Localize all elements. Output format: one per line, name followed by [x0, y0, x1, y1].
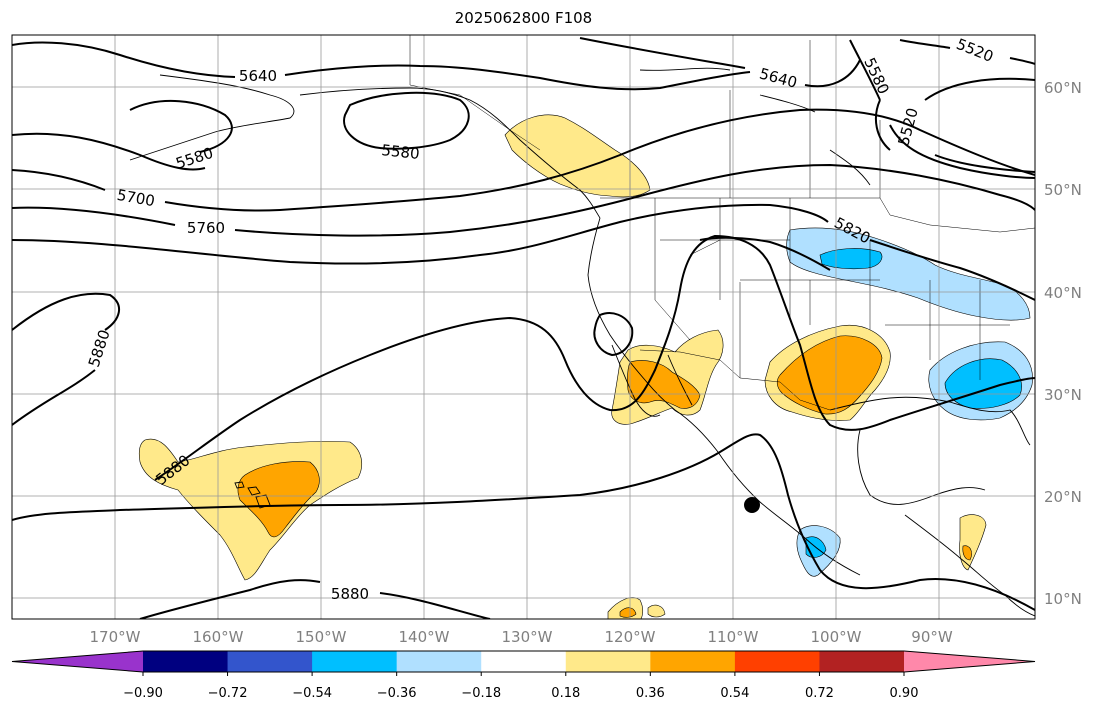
contour-5580-ne: [849, 39, 1035, 179]
colorbar-extend-low: [12, 651, 143, 672]
colorbar-tick-label: −0.18: [461, 686, 501, 701]
lon-tick-label: 130°W: [502, 628, 553, 646]
border-alaska-canada: [409, 35, 541, 151]
contour-5820-loop: [699, 236, 831, 271]
coastline-centralamerica: [904, 514, 1035, 617]
lat-tick-label: 40°N: [1044, 284, 1082, 302]
coastlines: [129, 67, 1035, 617]
contour-5880-south: [12, 433, 1035, 611]
colorbar-tick-label: −0.90: [123, 686, 163, 701]
lon-tick-label: 160°W: [193, 628, 244, 646]
contour-5520-low: [874, 77, 1035, 173]
contour-5820: [12, 203, 1035, 301]
contour-label-group: 5640 5580 5580 5700 5760 5880 5880 5880 …: [85, 35, 996, 603]
colorbar-segment: [565, 651, 651, 672]
graticule: [12, 35, 1035, 619]
anomaly-orange-hawaii: [237, 461, 320, 538]
contour-5880-bottom: [139, 579, 491, 619]
colorbar: [11, 650, 1036, 673]
contour-5700: [12, 108, 1035, 212]
colorbar-tick-label: 0.36: [636, 686, 665, 701]
lon-tick-label: 120°W: [605, 628, 656, 646]
colorbar-ticks: −0.90 −0.72 −0.54 −0.36 −0.18 0.18 0.36 0.54 0.7…: [123, 672, 918, 701]
contour-5880-main: [154, 234, 1035, 481]
colorbar-tick-label: −0.72: [208, 686, 248, 701]
colorbar-segment: [143, 651, 229, 672]
lon-tick-label: 90°W: [911, 628, 953, 646]
contour-label-5580-b: 5580: [381, 141, 421, 163]
contour-label-5640-a: 5640: [239, 67, 277, 85]
lat-tick-label: 60°N: [1044, 79, 1082, 97]
colorbar-segment: [312, 651, 398, 672]
map-frame: [11, 34, 1036, 620]
coastline-baja: [611, 344, 693, 417]
colorbar-segment: [396, 651, 482, 672]
contour-low-alaska: [129, 100, 233, 153]
lat-tick-label: 10°N: [1044, 590, 1082, 608]
lon-tick-label: 110°W: [708, 628, 759, 646]
point-marker: [744, 497, 760, 513]
coastline-alaska: [129, 74, 601, 219]
lon-tick-label: 100°W: [811, 628, 862, 646]
contour-5640-northeast: [579, 37, 861, 88]
colorbar-extend-high: [904, 651, 1035, 672]
lat-tick-label: 30°N: [1044, 386, 1082, 404]
colorbar-segment: [650, 651, 736, 672]
contour-5640-north: [12, 41, 751, 91]
lat-tick-label: 20°N: [1044, 488, 1082, 506]
anomaly-orange-baja: [627, 360, 701, 409]
map-panel: 5640 5580 5580 5700 5760 5880 5880 5880 …: [12, 35, 1035, 619]
contour-label-5880-c: 5880: [331, 585, 369, 603]
lon-tick-label: 150°W: [296, 628, 347, 646]
colorbar-tick-label: 0.90: [890, 686, 919, 701]
shaded-anomaly-fields: [138, 114, 1033, 619]
colorbar-tick-label: 0.18: [551, 686, 580, 701]
colorbar-tick-label: −0.54: [292, 686, 332, 701]
contour-5880-west: [12, 292, 120, 426]
colorbar-tick-label: 0.72: [805, 686, 834, 701]
anomaly-orange-south: [619, 607, 637, 618]
lon-tick-label: 170°W: [90, 628, 141, 646]
anomaly-yellow-south-small: [647, 604, 666, 618]
anomaly-blue-plains: [819, 248, 883, 270]
contour-5760: [12, 163, 1035, 237]
map-title: 2025062800 F108: [454, 9, 593, 27]
coastline-gulf: [829, 396, 1031, 505]
lat-tick-label: 50°N: [1044, 181, 1082, 199]
border-states: [654, 198, 1010, 380]
contour-5520-ne: [899, 39, 1035, 65]
longitude-axis: 170°W 160°W 150°W 140°W 130°W 120°W 110°…: [90, 628, 953, 646]
contour-long-5580: [12, 132, 206, 171]
coastline-westcoast: [587, 217, 861, 576]
height-contours: [12, 37, 1035, 619]
colorbar-tick-label: 0.54: [720, 686, 749, 701]
contour-low-gulf-alaska: [343, 91, 470, 150]
border-us-canada: [600, 197, 1035, 233]
colorbar-segment: [734, 651, 820, 672]
colorbar-segment: [819, 651, 905, 672]
contour-label-5760: 5760: [187, 219, 225, 237]
colorbar-segment: [227, 651, 313, 672]
contour-baja-low: [593, 312, 634, 357]
colorbar-segment: [481, 651, 567, 672]
anomaly-orange-centralamerica: [962, 545, 972, 561]
latitude-axis: 60°N 50°N 40°N 30°N 20°N 10°N: [1044, 79, 1082, 608]
anomaly-yellow-alaska: [504, 114, 651, 198]
lon-tick-label: 140°W: [399, 628, 450, 646]
colorbar-tick-label: −0.36: [377, 686, 417, 701]
